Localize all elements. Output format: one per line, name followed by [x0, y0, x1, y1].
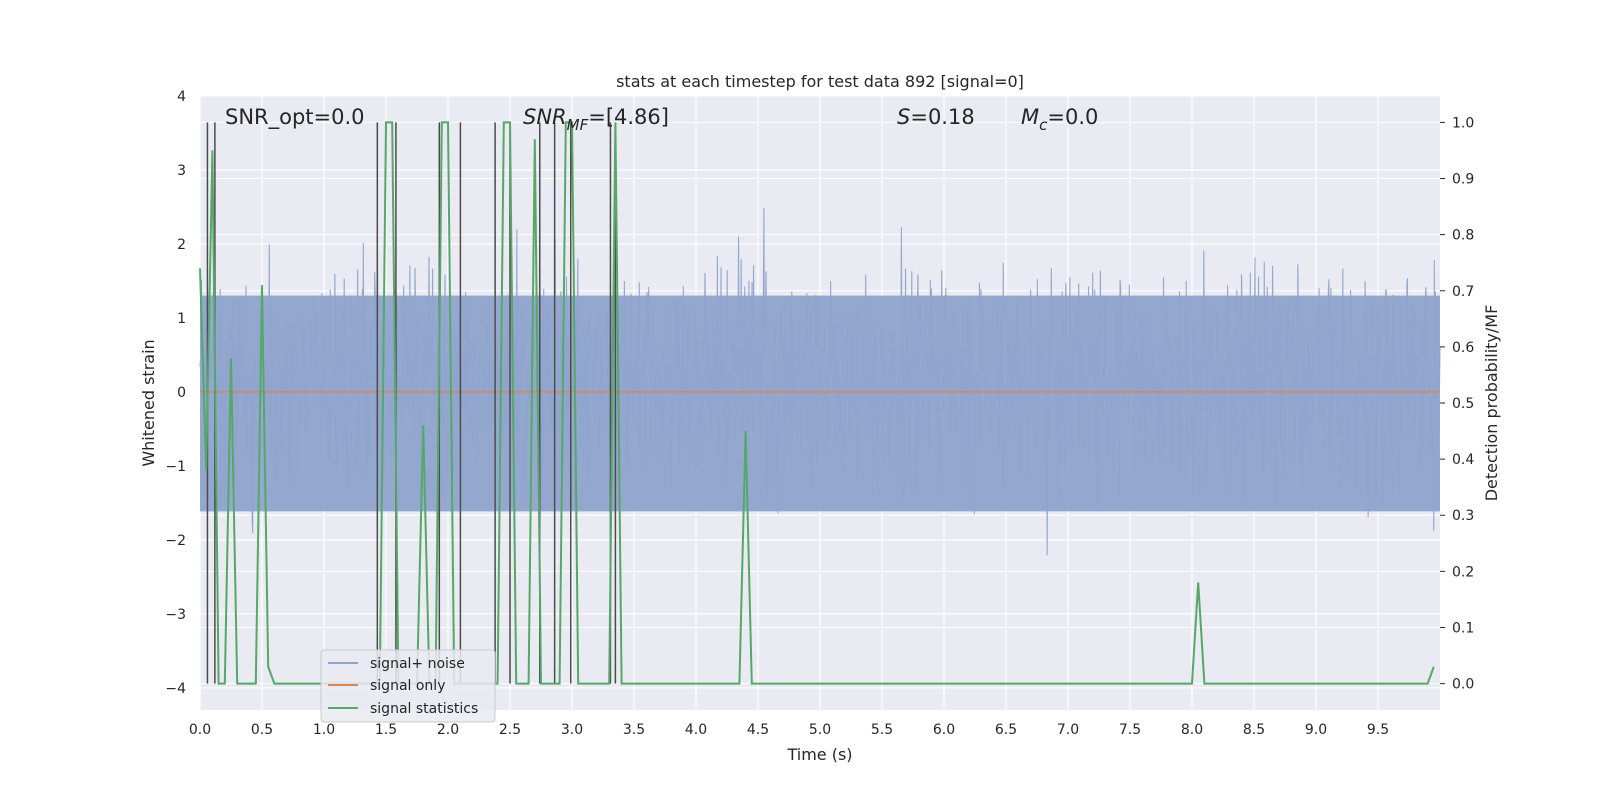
signal-noise-series [199, 207, 1441, 556]
y2-tick-label: 1.0 [1452, 115, 1474, 131]
mc-value: =0.0 [1047, 105, 1098, 129]
x-tick-label: 6.5 [995, 722, 1017, 738]
y2-tick-label: 0.9 [1452, 172, 1474, 188]
mc-annotation: Mc=0.0 [1021, 105, 1098, 134]
x-tick-label: 6.0 [933, 722, 955, 738]
snr-mf-annotation: SNRMF=[4.86] [523, 105, 669, 134]
x-tick-label: 0.5 [251, 722, 273, 738]
x-tick-label: 3.0 [561, 722, 583, 738]
x-tick-label: 1.5 [375, 722, 397, 738]
y-tick-label: −4 [165, 681, 186, 697]
x-tick-label: 7.0 [1057, 722, 1079, 738]
y2-tick-label: 0.4 [1452, 452, 1474, 468]
x-tick-label: 5.5 [871, 722, 893, 738]
y2-tick-label: 0.2 [1452, 564, 1474, 580]
chart-title: stats at each timestep for test data 892… [616, 72, 1024, 91]
y-tick-label: 0 [177, 385, 186, 401]
x-tick-label: 4.5 [747, 722, 769, 738]
y-tick-label: 1 [177, 311, 186, 327]
s-value: =0.18 [910, 105, 974, 129]
y2-axis-label: Detection probability/MF [1482, 305, 1501, 502]
y2-tick-label: 0.3 [1452, 508, 1474, 524]
mc-symbol: M [1021, 105, 1039, 129]
legend-label-signal: signal only [370, 678, 445, 694]
x-axis-ticks: 0.0 0.5 1.0 1.5 2.0 2.5 3.0 3.5 4.0 4.5 5.0 5.5 6.0 6… [189, 722, 1389, 738]
legend-box [320, 649, 496, 723]
signal-statistics-line [199, 121, 1435, 685]
y-tick-label: −3 [165, 607, 186, 623]
legend-label-stats: signal statistics [370, 701, 478, 717]
y-tick-label: 4 [177, 89, 186, 105]
x-tick-label: 5.0 [809, 722, 831, 738]
y-axis-ticks: −4 −3 −2 −1 0 1 2 3 4 [165, 89, 186, 697]
snr-opt-annotation: SNR_opt=0.0 [225, 105, 365, 130]
snr-mf-value: =[4.86] [588, 105, 669, 129]
x-tick-label: 8.5 [1243, 722, 1265, 738]
snr-mf-subscript: MF [567, 116, 589, 134]
y-tick-label: 2 [177, 237, 186, 253]
x-tick-label: 2.0 [437, 722, 459, 738]
y2-tick-label: 0.1 [1452, 620, 1474, 636]
x-tick-label: 7.5 [1119, 722, 1141, 738]
legend-label-noise: signal+ noise [370, 656, 465, 672]
x-tick-label: 9.5 [1367, 722, 1389, 738]
y2-tick-label: 0.0 [1452, 677, 1474, 693]
x-tick-label: 1.0 [313, 722, 335, 738]
y-tick-label: −2 [165, 533, 186, 549]
y2-tick-label: 0.7 [1452, 284, 1474, 300]
y2-tick-label: 0.5 [1452, 396, 1474, 412]
y-axis-label: Whitened strain [139, 339, 158, 466]
x-tick-label: 0.0 [189, 722, 211, 738]
noise-trace [199, 207, 1441, 556]
x-tick-label: 9.0 [1305, 722, 1327, 738]
y-tick-label: 3 [177, 163, 186, 179]
x-tick-label: 2.5 [499, 722, 521, 738]
y-tick-label: −1 [165, 459, 186, 475]
x-tick-label: 8.0 [1181, 722, 1203, 738]
y2-tick-label: 0.6 [1452, 340, 1474, 356]
legend: signal+ noise signal only signal statist… [320, 649, 496, 723]
y2-axis-ticks: 0.0 0.1 0.2 0.3 0.4 0.5 0.6 0.7 0.8 0.9 1.0 [1440, 115, 1474, 693]
s-annotation: S=0.18 [897, 105, 975, 129]
x-tick-label: 4.0 [685, 722, 707, 738]
x-tick-label: 3.5 [623, 722, 645, 738]
snr-mf-symbol: SNR [523, 105, 567, 129]
s-symbol: S [897, 105, 910, 129]
mc-subscript: c [1039, 116, 1048, 134]
signal-statistics-series [199, 121, 1435, 685]
y2-tick-label: 0.8 [1452, 228, 1474, 244]
x-axis-label: Time (s) [786, 745, 852, 764]
